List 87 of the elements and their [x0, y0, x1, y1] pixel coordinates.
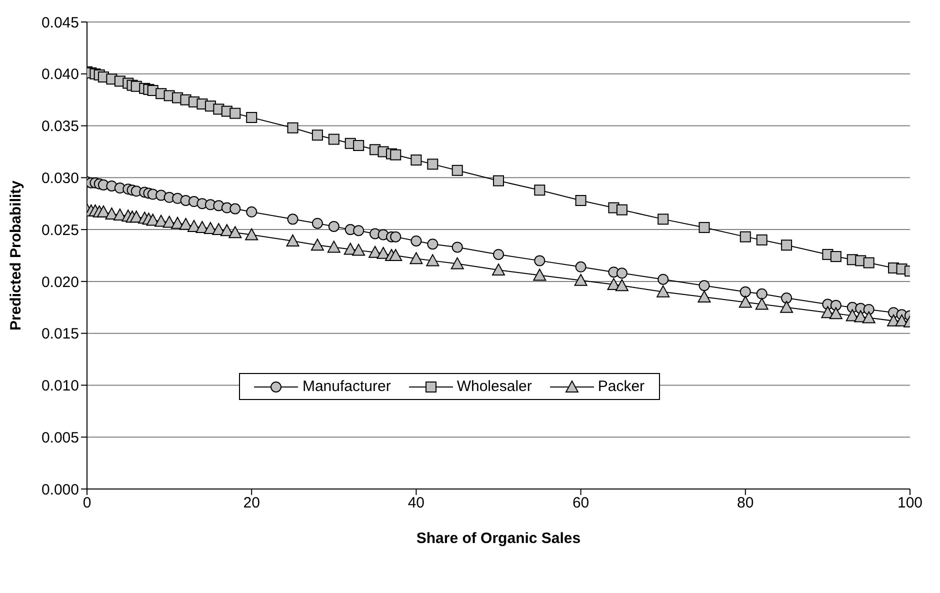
point: [740, 286, 751, 298]
point: [575, 195, 586, 206]
point: [286, 234, 300, 246]
point: [410, 235, 422, 246]
point: [353, 225, 364, 236]
point: [228, 226, 242, 238]
point: [656, 285, 670, 298]
point: [534, 255, 546, 266]
point: [310, 238, 324, 251]
x-tick-label: 100: [897, 494, 923, 512]
point: [829, 307, 842, 320]
y-tick-label: 0.040: [41, 66, 79, 84]
point: [738, 296, 752, 308]
legend-label: Wholesaler: [456, 378, 532, 395]
y-tick-label: 0.005: [41, 429, 79, 446]
point: [492, 264, 505, 276]
point: [390, 231, 402, 242]
point: [287, 214, 298, 225]
point: [450, 257, 464, 270]
point: [830, 251, 842, 262]
x-axis-title: Share of Organic Sales: [416, 530, 581, 547]
point: [863, 304, 874, 315]
point: [615, 279, 628, 292]
point: [376, 246, 390, 259]
x-tick-label: 80: [737, 494, 754, 512]
point: [312, 218, 323, 229]
point: [245, 228, 258, 240]
point: [287, 122, 298, 134]
x-tick-label: 60: [572, 494, 590, 512]
point: [698, 290, 711, 303]
point: [246, 112, 258, 123]
point: [452, 242, 463, 253]
point: [410, 252, 423, 264]
point: [698, 222, 710, 233]
y-tick-label: 0.035: [41, 118, 79, 136]
point: [616, 268, 628, 279]
point: [755, 298, 768, 310]
y-tick-label: 0.020: [41, 274, 79, 291]
y-tick-label: 0.015: [41, 326, 79, 343]
x-tick-label: 40: [408, 494, 425, 512]
x-tick-label: 20: [243, 494, 260, 512]
point: [493, 175, 504, 186]
legend-label: Packer: [598, 378, 645, 395]
point: [740, 231, 751, 242]
point: [353, 140, 364, 151]
point: [327, 240, 340, 253]
point: [230, 203, 241, 214]
point: [781, 292, 792, 304]
point: [220, 224, 234, 236]
point: [863, 257, 874, 268]
point: [756, 288, 768, 300]
point: [328, 220, 340, 232]
point: [426, 254, 440, 266]
point: [427, 158, 438, 170]
y-tick-label: 0.045: [41, 14, 79, 32]
point: [389, 249, 402, 261]
point: [230, 108, 241, 119]
point: [96, 205, 110, 218]
point: [328, 134, 340, 145]
point: [780, 300, 794, 313]
legend-label: Manufacturer: [302, 378, 391, 395]
y-tick-label: 0.030: [41, 170, 79, 187]
point: [658, 274, 669, 285]
point: [575, 261, 586, 272]
point: [781, 240, 792, 251]
point: [390, 149, 402, 160]
point: [312, 130, 323, 141]
y-axis-title: Predicted Probability: [7, 180, 24, 331]
point: [452, 164, 463, 176]
point: [534, 184, 546, 196]
point: [410, 154, 422, 166]
y-tick-label: 0.010: [41, 378, 79, 395]
y-tick-label: 0.025: [41, 222, 79, 239]
point: [698, 280, 710, 292]
point: [352, 244, 366, 256]
point: [756, 234, 768, 246]
point: [427, 238, 438, 250]
point: [616, 204, 628, 216]
x-tick-label: 0: [82, 494, 92, 512]
point: [574, 274, 588, 286]
point: [246, 206, 258, 218]
point: [533, 268, 546, 281]
point: [862, 311, 876, 324]
point: [179, 218, 192, 230]
point: [493, 248, 504, 260]
y-tick-label: 0.000: [41, 481, 79, 498]
point: [658, 214, 669, 225]
